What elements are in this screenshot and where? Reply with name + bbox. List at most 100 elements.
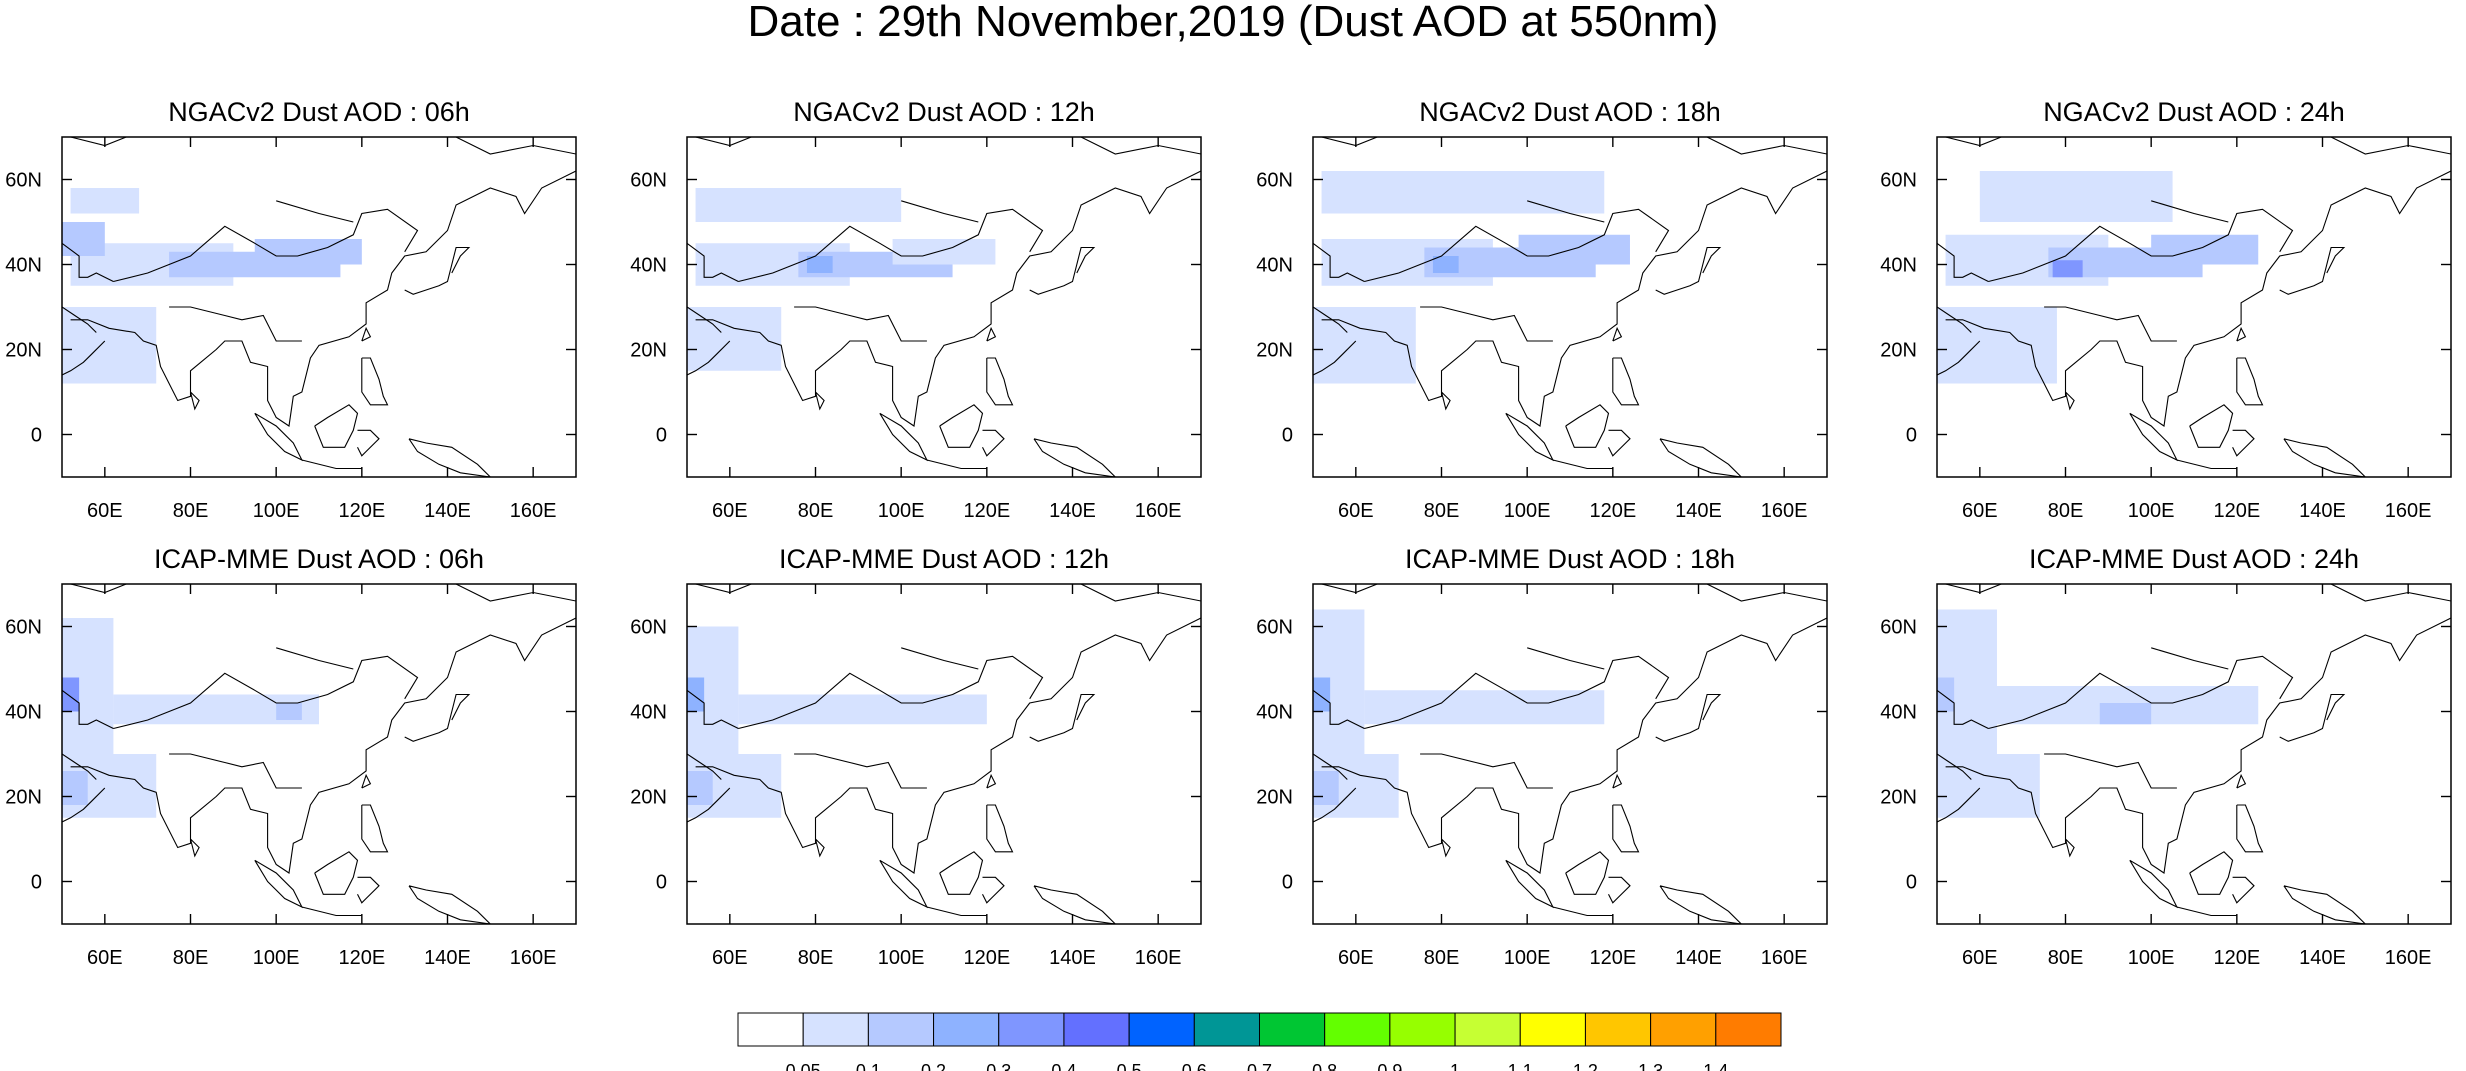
map-frame — [686, 583, 1202, 925]
lat-tick-label: 0 — [1906, 425, 1917, 447]
lon-tick-label: 80E — [798, 500, 834, 522]
coastline — [408, 885, 492, 924]
coastline — [1612, 357, 1640, 406]
coastline — [301, 459, 362, 470]
lon-tick-label: 120E — [2213, 500, 2260, 522]
dust-plume — [254, 239, 362, 265]
colorbar-box — [802, 1012, 869, 1047]
coastline — [404, 476, 407, 477]
lon-tick-label: 120E — [2213, 947, 2260, 969]
lon-tick-label: 160E — [510, 947, 557, 969]
dust-plume — [1321, 171, 1605, 214]
colorbar-label: 0.5 — [1117, 1061, 1142, 1071]
coastline — [1937, 787, 1981, 823]
lat-tick-label: 20N — [1256, 340, 1293, 362]
coastline — [1988, 208, 2294, 283]
coastline — [1321, 584, 1827, 602]
coastline — [1565, 851, 1610, 895]
lon-tick-label: 120E — [1589, 947, 1636, 969]
lat-tick-label: 0 — [656, 425, 667, 447]
lon-tick-label: 60E — [1338, 947, 1374, 969]
coastline — [2044, 753, 2177, 789]
colorbar-label: 1.3 — [1638, 1061, 1663, 1071]
colorbar-label: 0.6 — [1182, 1061, 1207, 1071]
lon-tick-label: 60E — [712, 947, 748, 969]
coastline — [794, 306, 927, 342]
coastline — [2064, 838, 2075, 858]
colorbar-box — [1389, 1012, 1456, 1047]
lon-tick-label: 140E — [1675, 500, 1722, 522]
lat-tick-label: 20N — [5, 787, 42, 809]
coastline — [1420, 753, 1553, 789]
panel-title: ICAP-MME Dust AOD : 06h — [154, 544, 484, 574]
coastline — [1612, 326, 1623, 342]
coastline — [1505, 859, 1555, 909]
coastline — [738, 655, 1044, 730]
coastline — [361, 804, 389, 853]
coastline — [687, 787, 731, 823]
coastline — [2236, 326, 2247, 342]
colorbar-label: 0.05 — [786, 1061, 821, 1071]
lon-tick-label: 120E — [1589, 500, 1636, 522]
coastline — [939, 851, 984, 895]
lat-tick-label: 40N — [5, 702, 42, 724]
coastline — [1029, 246, 1096, 295]
lon-tick-label: 60E — [1962, 947, 1998, 969]
coastline — [1937, 340, 1981, 376]
coastline — [1440, 838, 1451, 858]
lat-tick-label: 60N — [1256, 617, 1293, 639]
panel-title: NGACv2 Dust AOD : 18h — [1419, 97, 1721, 127]
coastline — [276, 647, 354, 670]
colorbar-label: 0.8 — [1312, 1061, 1337, 1071]
panel-title: ICAP-MME Dust AOD : 18h — [1405, 544, 1735, 574]
coastline — [901, 200, 979, 223]
colorbar-box — [1259, 1012, 1326, 1047]
coastline — [695, 137, 1201, 155]
coastline — [357, 876, 380, 904]
dust-plume — [1937, 754, 2040, 818]
lon-tick-label: 80E — [798, 947, 834, 969]
coastline — [814, 391, 825, 411]
coastline — [695, 617, 1201, 874]
coastline — [926, 906, 987, 917]
coastline — [879, 859, 929, 909]
panel-title: NGACv2 Dust AOD : 12h — [793, 97, 1095, 127]
lat-tick-label: 20N — [5, 340, 42, 362]
lon-tick-label: 160E — [1135, 947, 1182, 969]
coastline — [254, 412, 304, 462]
coastline — [1029, 693, 1096, 742]
coastline — [1945, 137, 2451, 155]
dust-plume — [1979, 171, 2173, 222]
dust-plume — [1518, 234, 1630, 265]
coastline — [986, 326, 997, 342]
coastline — [1945, 170, 2451, 427]
coastline — [404, 923, 407, 924]
lon-tick-label: 140E — [1049, 947, 1096, 969]
lat-tick-label: 20N — [1256, 787, 1293, 809]
lon-tick-label: 100E — [2128, 500, 2175, 522]
dust-plume — [1432, 256, 1459, 273]
lat-tick-label: 60N — [1880, 170, 1917, 192]
colorbar-label: 0.9 — [1377, 1061, 1402, 1071]
coastline — [1321, 617, 1827, 874]
lat-tick-label: 40N — [1256, 255, 1293, 277]
lon-tick-label: 80E — [2048, 947, 2084, 969]
coastline — [986, 357, 1014, 406]
coastline — [939, 404, 984, 448]
lat-tick-label: 40N — [1880, 702, 1917, 724]
coastline — [189, 391, 200, 411]
lon-tick-label: 120E — [963, 947, 1010, 969]
lon-tick-label: 160E — [1761, 947, 1808, 969]
colorbar-label: 0.2 — [921, 1061, 946, 1071]
lon-tick-label: 120E — [338, 500, 385, 522]
colorbar-box — [1063, 1012, 1130, 1047]
coastline — [2151, 200, 2229, 223]
dust-plume — [1937, 677, 1955, 712]
lat-tick-label: 0 — [31, 425, 42, 447]
lat-tick-label: 0 — [1906, 872, 1917, 894]
colorbar-label: 1.1 — [1508, 1061, 1533, 1071]
coastline — [2129, 412, 2179, 462]
coastline — [1988, 655, 2294, 730]
colorbar-label: 0.4 — [1051, 1061, 1076, 1071]
coastline — [1313, 242, 1365, 282]
